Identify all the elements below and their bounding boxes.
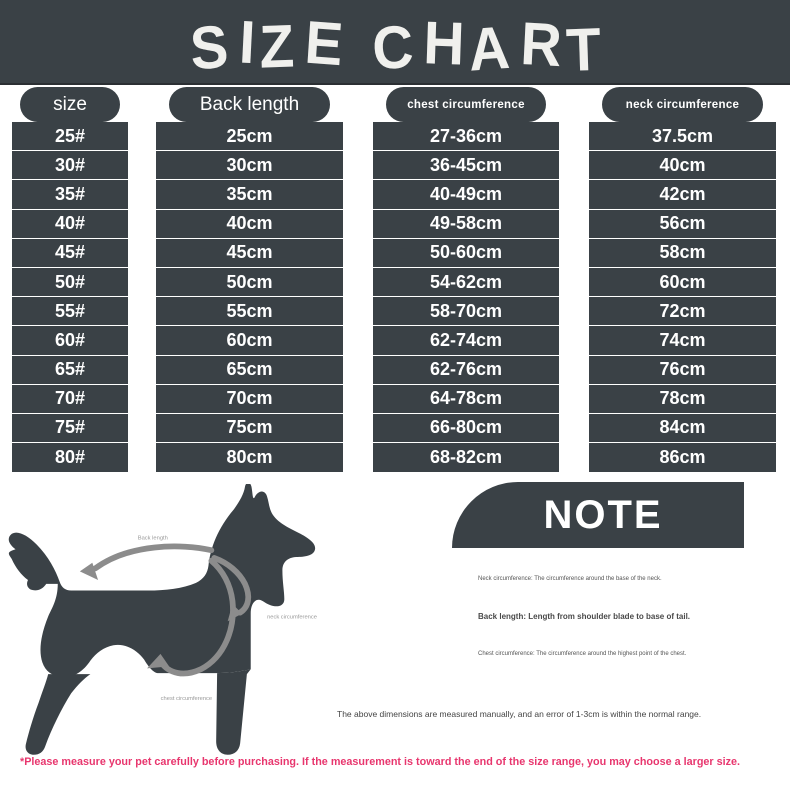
svg-text:chest circumference: chest circumference [161,696,212,702]
svg-text:neck circumference: neck circumference [267,614,317,620]
svg-text:Back length: Back length [138,536,168,542]
